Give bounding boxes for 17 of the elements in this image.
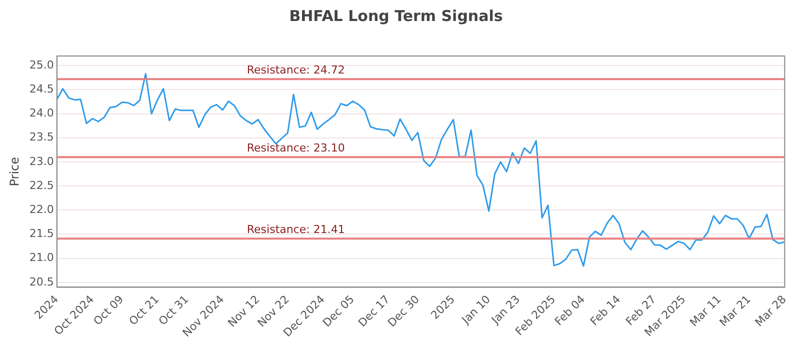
chart-title: BHFAL Long Term Signals bbox=[289, 6, 503, 25]
y-tick-label: 25.0 bbox=[29, 58, 54, 72]
y-tick-label: 20.5 bbox=[29, 275, 54, 288]
y-axis-title: Price bbox=[7, 156, 22, 186]
y-tick-label: 21.0 bbox=[29, 251, 54, 264]
y-tick-label: 23.0 bbox=[29, 154, 54, 168]
y-tick-label: 23.5 bbox=[29, 130, 54, 144]
y-tick-label: 24.0 bbox=[29, 106, 54, 120]
ref-line-label: Resistance: 23.10 bbox=[246, 142, 345, 155]
x-tick-label: Mar 28 bbox=[752, 292, 789, 330]
ref-line-label: Resistance: 21.41 bbox=[246, 222, 345, 236]
ref-line-label: Resistance: 24.72 bbox=[246, 63, 345, 76]
x-tick-label: Feb 14 bbox=[588, 292, 624, 328]
y-tick-label: 22.5 bbox=[29, 178, 54, 192]
y-tick-label: 21.5 bbox=[29, 227, 54, 240]
y-tick-label: 22.0 bbox=[29, 203, 54, 216]
y-tick-label: 24.5 bbox=[29, 82, 54, 96]
